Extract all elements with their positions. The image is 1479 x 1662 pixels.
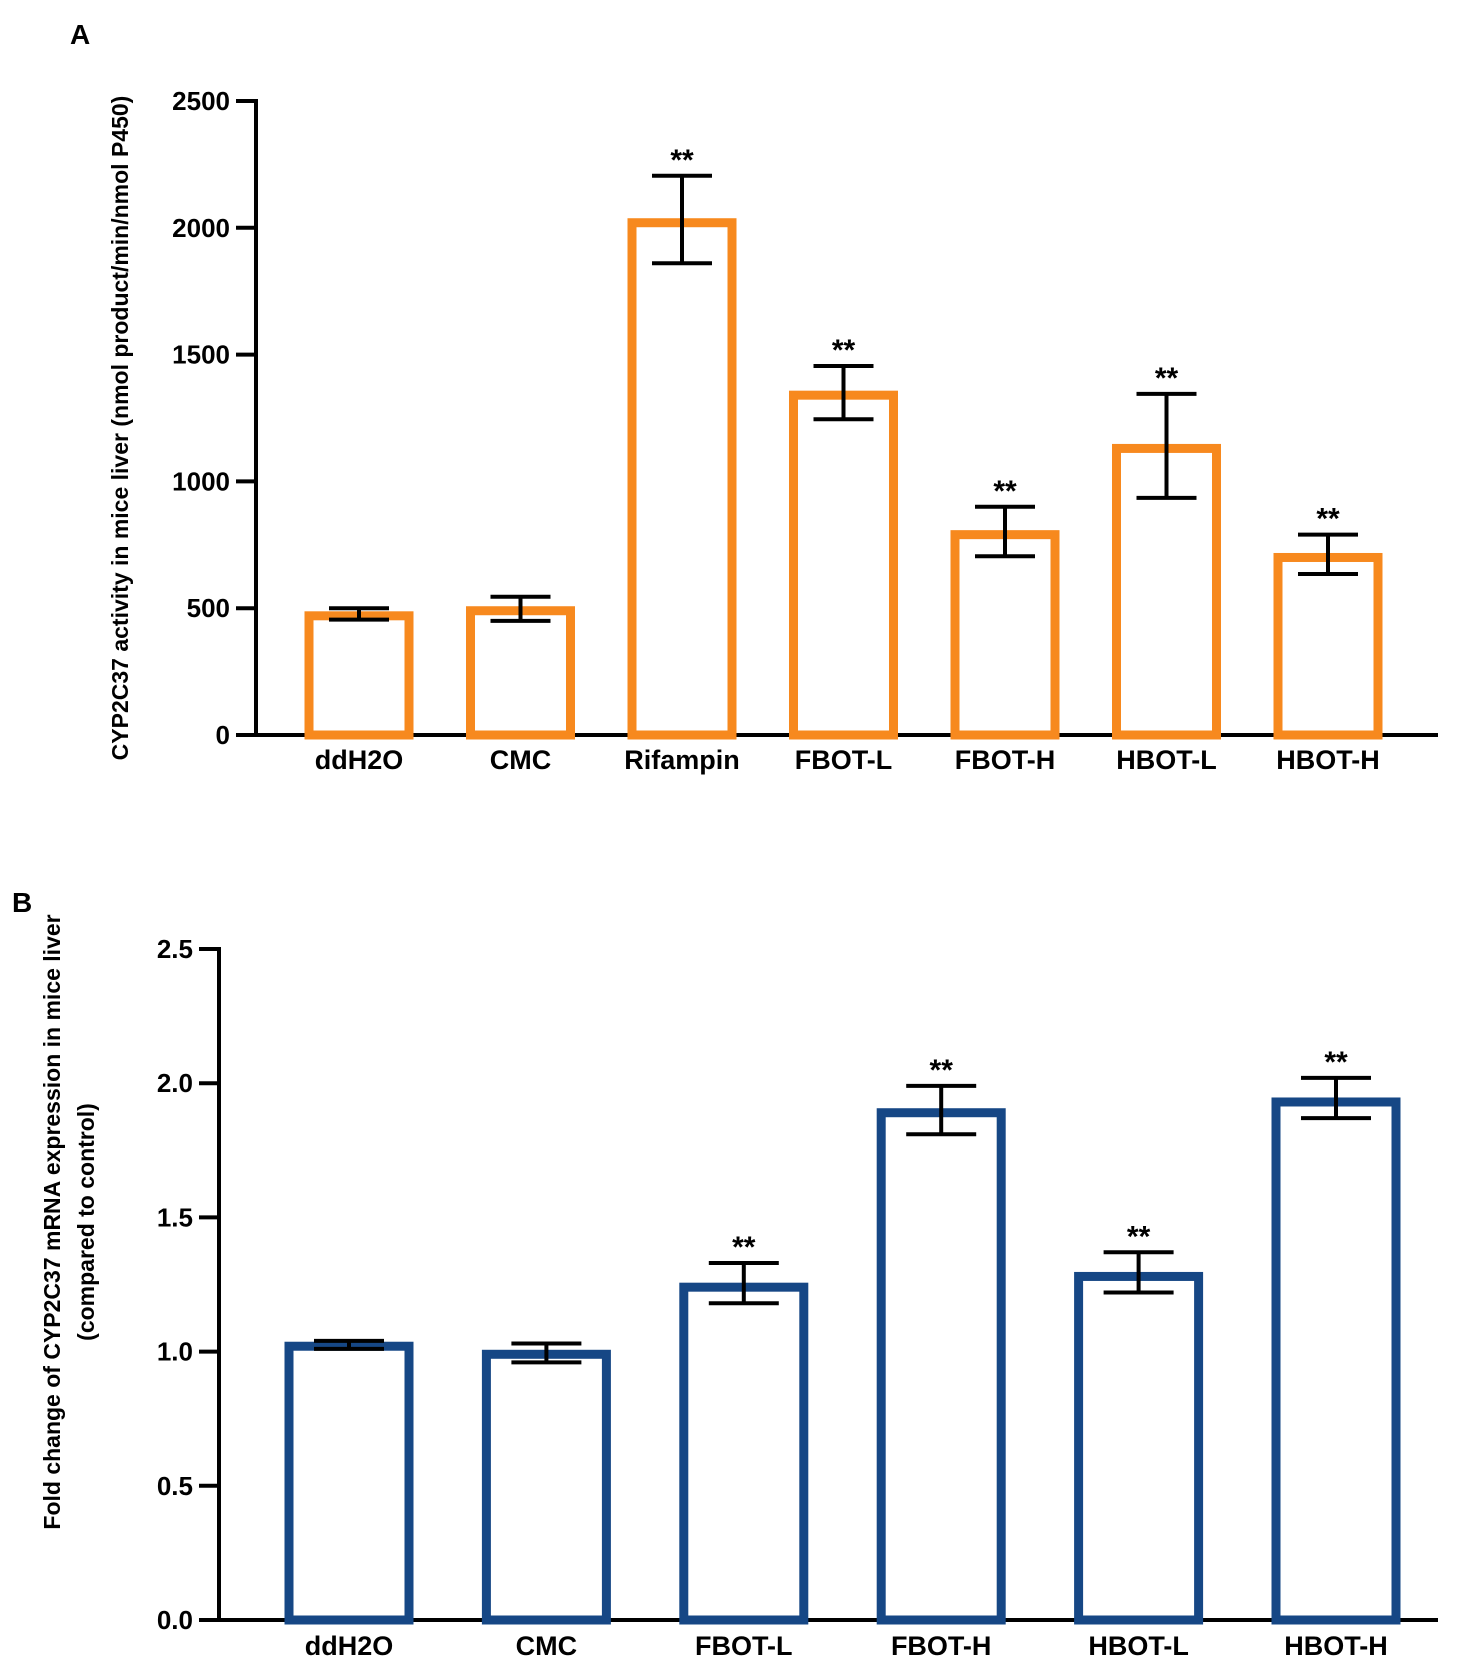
panel-a-bar-hbot-h xyxy=(1273,552,1383,740)
panel-b-significance-label: ** xyxy=(732,1231,756,1264)
panel-b-y-axis-title: Fold change of CYP2C37 mRNA expression i… xyxy=(39,914,65,1529)
panel-b-category-label: CMC xyxy=(516,1631,578,1661)
panel-b-bar-fbot-l xyxy=(679,1282,809,1625)
panel-b-y-axis-subtitle: (compared to control) xyxy=(73,1103,99,1341)
panel-b-bar-ddh2o xyxy=(284,1341,414,1625)
panel-a-category-label: Rifampin xyxy=(624,745,740,775)
panel-a-bar-fbot-l xyxy=(789,390,898,740)
panel-a-significance-label: ** xyxy=(832,334,856,367)
panel-a-significance-label: ** xyxy=(1155,362,1179,395)
panel-a-category-label: FBOT-L xyxy=(795,745,892,775)
panel-b-significance-label: ** xyxy=(930,1054,954,1087)
panel-b-chart: B Fold change of CYP2C37 mRNA expression… xyxy=(12,887,1438,1661)
panel-a-category-label: HBOT-H xyxy=(1276,745,1380,775)
panel-a-category-label: FBOT-H xyxy=(955,745,1056,775)
panel-b-bar-cmc xyxy=(481,1349,611,1625)
panel-a-y-tick-label: 0 xyxy=(216,720,230,750)
panel-a-bar-rifampin xyxy=(627,218,737,740)
panel-b-category-label: HBOT-L xyxy=(1088,1631,1189,1661)
panel-a-category-label: ddH2O xyxy=(315,745,404,775)
panel-a-category-label: CMC xyxy=(490,745,552,775)
panel-b-y-tick-label: 2.5 xyxy=(157,934,193,964)
panel-b-y-tick-label: 0.5 xyxy=(157,1471,193,1501)
panel-a-y-tick-label: 2500 xyxy=(172,86,230,116)
panel-a-letter: A xyxy=(70,19,90,50)
panel-b-category-label: FBOT-H xyxy=(891,1631,992,1661)
panel-a-y-axis-title: CYP2C37 activity in mice liver (nmol pro… xyxy=(107,96,133,761)
panel-b-y-tick-label: 1.0 xyxy=(157,1337,193,1367)
panel-b-letter: B xyxy=(12,887,32,918)
panel-a-bar-ddh2o xyxy=(304,611,414,740)
panel-a-chart: A CYP2C37 activity in mice liver (nmol p… xyxy=(70,19,1438,775)
panel-a-bar-cmc xyxy=(466,606,575,740)
panel-b-y-tick-label: 2.0 xyxy=(157,1068,193,1098)
panel-a-y-tick-label: 2000 xyxy=(172,213,230,243)
panel-a-significance-label: ** xyxy=(1316,503,1340,536)
panel-b-category-label: ddH2O xyxy=(305,1631,394,1661)
panel-a-y-tick-label: 1500 xyxy=(172,340,230,370)
panel-b-bar-fbot-h xyxy=(876,1108,1006,1625)
panel-a-significance-label: ** xyxy=(993,475,1017,508)
panel-b-bar-hbot-h xyxy=(1271,1097,1401,1625)
panel-b-y-tick-label: 0.0 xyxy=(157,1605,193,1635)
panel-a-bar-fbot-h xyxy=(950,530,1060,740)
panel-b-category-label: HBOT-H xyxy=(1284,1631,1388,1661)
panel-a-significance-label: ** xyxy=(670,144,694,177)
panel-b-significance-label: ** xyxy=(1324,1046,1348,1079)
panel-b-bar-hbot-l xyxy=(1074,1271,1204,1625)
panel-a-marks: 0 500 1000 1500 2000 2500 ddH2O CMC ** Rifampin **… xyxy=(172,86,1438,775)
panel-a-y-tick-label: 1000 xyxy=(172,466,230,496)
panel-a-category-label: HBOT-L xyxy=(1116,745,1217,775)
panel-b-category-label: FBOT-L xyxy=(695,1631,792,1661)
panel-b-significance-label: ** xyxy=(1127,1220,1151,1253)
panel-b-marks: 0.0 0.5 1.0 1.5 2.0 2.5 ddH2O CMC ** FBOT-L ** FBOT… xyxy=(157,934,1438,1661)
panel-b-y-tick-label: 1.5 xyxy=(157,1202,193,1232)
panel-a-y-tick-label: 500 xyxy=(187,593,230,623)
